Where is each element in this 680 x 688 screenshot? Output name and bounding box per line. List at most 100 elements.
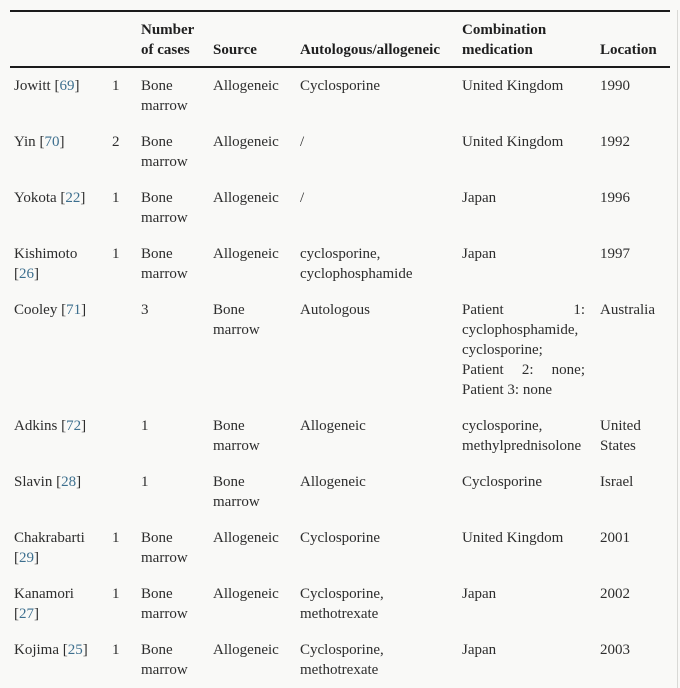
table-row: Adkins [72] 1 Bone marrow Allogeneic cyclosp… <box>10 408 670 464</box>
cell-author: Kanamori [27] <box>10 576 112 632</box>
cell-source: Allogeneic <box>213 78 279 94</box>
cell-autologous-allogeneic: Cyclosporine, methotrexate <box>300 586 384 622</box>
cell-autologous-allogeneic: Autologous <box>300 302 371 318</box>
cell-count: 1 <box>112 78 120 94</box>
citation-link[interactable]: 70 <box>44 134 60 150</box>
cell-number-of-cases: 1 <box>141 474 149 490</box>
citation-bracket: [70] <box>39 134 65 150</box>
table-row: Kishimoto [26] 1 Bone marrow Allogeneic cycl… <box>10 236 670 292</box>
citation-link[interactable]: 22 <box>65 190 81 206</box>
case-reports-table: Number of cases Source Autologous/allogene… <box>10 10 670 688</box>
citation-link[interactable]: 71 <box>66 302 82 318</box>
cell-autologous-allogeneic: / <box>300 134 305 150</box>
cell-location: Australia <box>600 302 655 318</box>
col-header-count <box>112 11 141 68</box>
table-row: Yin [70] 2 Bone marrow Allogeneic / United Ki… <box>10 124 670 180</box>
citation-link[interactable]: 72 <box>66 418 82 434</box>
citation-bracket: [29] <box>14 550 39 566</box>
cell-combination-medication: Japan <box>462 246 497 262</box>
cell-count: 1 <box>112 530 120 546</box>
cell-location: 2003 <box>600 642 630 658</box>
table-row: Kojima [25] 1 Bone marrow Allogeneic Cyclosp… <box>10 632 670 688</box>
cell-author: Slavin [28] <box>10 464 112 520</box>
cell-author: Adkins [72] <box>10 408 112 464</box>
cell-autologous-allogeneic: / <box>300 190 305 206</box>
author-name: Yin <box>14 134 36 150</box>
cell-number-of-cases: Bone marrow <box>141 78 188 114</box>
cell-count <box>112 292 141 408</box>
cell-combination-medication: United Kingdom <box>462 134 564 150</box>
citation-bracket: [28] <box>56 474 82 490</box>
cell-source: Allogeneic <box>213 246 279 262</box>
cell-author: Kojima [25] <box>10 632 112 688</box>
cell-location: Israel <box>600 474 634 490</box>
cell-source: Bone marrow <box>213 418 260 454</box>
citation-bracket: [27] <box>14 606 39 622</box>
author-name: Jowitt <box>14 78 51 94</box>
cell-count: 1 <box>112 246 120 262</box>
cell-combination-medication: Patient 1: cyclophosphamide, cyclosporin… <box>462 302 585 398</box>
cell-location: 1992 <box>600 134 630 150</box>
col-header-source: Source <box>213 11 300 68</box>
table-row: Yokota [22] 1 Bone marrow Allogeneic / Japan 1… <box>10 180 670 236</box>
cell-combination-medication: Cyclosporine <box>462 474 542 490</box>
cell-number-of-cases: Bone marrow <box>141 134 188 170</box>
cell-count: 1 <box>112 586 120 602</box>
cell-number-of-cases: Bone marrow <box>141 642 188 678</box>
citation-bracket: [69] <box>54 78 80 94</box>
cell-author: Yin [70] <box>10 124 112 180</box>
cell-number-of-cases: Bone marrow <box>141 530 188 566</box>
citation-link[interactable]: 29 <box>19 550 34 566</box>
cell-autologous-allogeneic: Cyclosporine <box>300 530 380 546</box>
cell-number-of-cases: Bone marrow <box>141 586 188 622</box>
table-row: Jowitt [69] 1 Bone marrow Allogeneic Cyclosp… <box>10 67 670 124</box>
table-row: Kanamori [27] 1 Bone marrow Allogeneic Cyclo… <box>10 576 670 632</box>
author-name: Yokota <box>14 190 57 206</box>
author-name: Adkins <box>14 418 58 434</box>
header-row: Number of cases Source Autologous/allogene… <box>10 11 670 68</box>
citation-link[interactable]: 69 <box>59 78 75 94</box>
cell-combination-medication: cyclosporine, methylprednisolone <box>462 418 582 454</box>
cell-autologous-allogeneic: Cyclosporine, methotrexate <box>300 642 384 678</box>
cell-count: 2 <box>112 134 120 150</box>
cell-author: Yokota [22] <box>10 180 112 236</box>
citation-link[interactable]: 28 <box>61 474 77 490</box>
table-row: Cooley [71] 3 Bone marrow Autologous Patient… <box>10 292 670 408</box>
cell-location: United States <box>600 418 641 454</box>
citation-bracket: [26] <box>14 266 39 282</box>
col-header-autologous-allogeneic: Autologous/allogeneic <box>300 11 462 68</box>
cell-source: Allogeneic <box>213 134 279 150</box>
citation-link[interactable]: 26 <box>19 266 34 282</box>
cell-count <box>112 464 141 520</box>
cell-combination-medication: United Kingdom <box>462 78 564 94</box>
cell-combination-medication: Japan <box>462 586 497 602</box>
cell-source: Bone marrow <box>213 474 260 510</box>
col-header-author <box>10 11 112 68</box>
author-name: Chakrabarti <box>14 530 85 546</box>
page-edge-divider <box>677 10 678 688</box>
col-header-combination-medication: Combination medication <box>462 11 600 68</box>
author-name: Cooley <box>14 302 58 318</box>
cell-location: 1997 <box>600 246 630 262</box>
table-row: Slavin [28] 1 Bone marrow Allogeneic Cyclosp… <box>10 464 670 520</box>
cell-autologous-allogeneic: Allogeneic <box>300 418 366 434</box>
cell-count <box>112 408 141 464</box>
table-header: Number of cases Source Autologous/allogene… <box>10 11 670 68</box>
cell-location: 1990 <box>600 78 630 94</box>
table-body: Jowitt [69] 1 Bone marrow Allogeneic Cyclosp… <box>10 67 670 688</box>
cell-number-of-cases: Bone marrow <box>141 246 188 282</box>
col-header-location: Location <box>600 11 670 68</box>
cell-count: 1 <box>112 190 120 206</box>
author-name: Kanamori <box>14 586 74 602</box>
citation-bracket: [22] <box>60 190 86 206</box>
citation-link[interactable]: 25 <box>67 642 83 658</box>
cell-author: Chakrabarti [29] <box>10 520 112 576</box>
col-header-number-of-cases: Number of cases <box>141 11 213 68</box>
cell-source: Allogeneic <box>213 190 279 206</box>
citation-link[interactable]: 27 <box>19 606 34 622</box>
cell-source: Allogeneic <box>213 586 279 602</box>
citation-bracket: [25] <box>62 642 88 658</box>
cell-source: Allogeneic <box>213 642 279 658</box>
cell-count: 1 <box>112 642 120 658</box>
cell-author: Kishimoto [26] <box>10 236 112 292</box>
